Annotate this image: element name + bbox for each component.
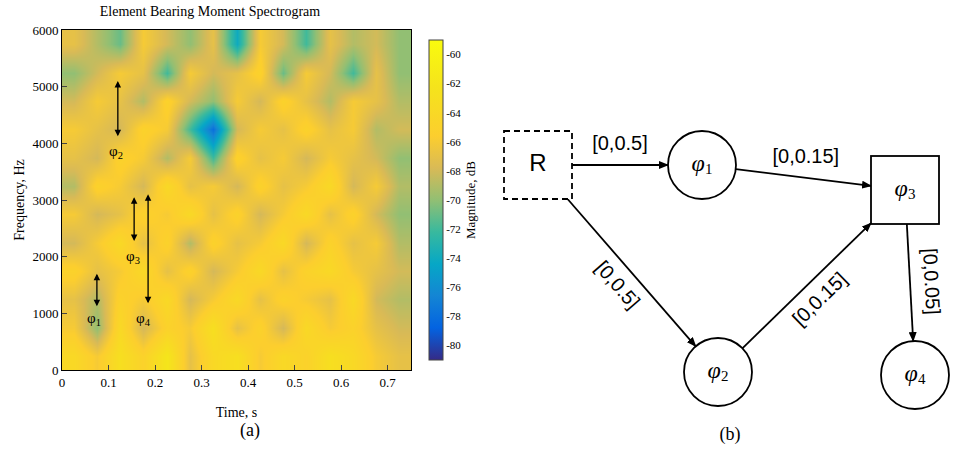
svg-text:2000: 2000 bbox=[32, 249, 58, 264]
svg-text:φ1: φ1 bbox=[692, 150, 713, 178]
svg-text:5000: 5000 bbox=[32, 79, 58, 94]
svg-text:0.2: 0.2 bbox=[147, 375, 163, 390]
svg-text:0: 0 bbox=[52, 363, 59, 378]
svg-text:Element Bearing Moment Spectro: Element Bearing Moment Spectrogram bbox=[100, 4, 321, 19]
svg-text:φ​3​: φ​3​ bbox=[126, 248, 140, 266]
svg-text:[0,0.15]: [0,0.15] bbox=[772, 145, 839, 167]
svg-text:[0,0.05]: [0,0.05] bbox=[919, 247, 945, 315]
svg-text:φ​1​: φ​1​ bbox=[87, 310, 101, 328]
svg-text:[0,0.5]: [0,0.5] bbox=[591, 256, 644, 312]
svg-text:φ​4​: φ​4​ bbox=[136, 310, 151, 328]
svg-text:-62: -62 bbox=[446, 77, 461, 89]
svg-text:φ3: φ3 bbox=[895, 175, 916, 203]
svg-text:-72: -72 bbox=[446, 223, 461, 235]
svg-text:0.4: 0.4 bbox=[240, 375, 257, 390]
svg-text:Magnitude, dB: Magnitude, dB bbox=[463, 161, 478, 239]
svg-text:φ2: φ2 bbox=[708, 357, 729, 385]
svg-text:Frequency, Hz: Frequency, Hz bbox=[12, 159, 27, 241]
svg-text:-76: -76 bbox=[446, 281, 461, 293]
svg-text:-80: -80 bbox=[446, 339, 461, 351]
svg-text:0.6: 0.6 bbox=[333, 375, 350, 390]
svg-text:φ4: φ4 bbox=[905, 360, 926, 388]
svg-text:-64: -64 bbox=[446, 107, 461, 119]
svg-text:4000: 4000 bbox=[32, 136, 58, 151]
svg-text:Time, s: Time, s bbox=[216, 405, 258, 420]
svg-text:-78: -78 bbox=[446, 310, 461, 322]
html-text:(a): (a) bbox=[240, 420, 260, 440]
svg-text:-60: -60 bbox=[446, 48, 461, 60]
svg-text:[0,0.15]: [0,0.15] bbox=[788, 268, 851, 330]
svg-text:φ​2​: φ​2​ bbox=[109, 143, 123, 161]
svg-text:1000: 1000 bbox=[32, 306, 58, 321]
svg-text:(b): (b) bbox=[720, 424, 741, 445]
svg-text:0.7: 0.7 bbox=[380, 375, 397, 390]
svg-text:0: 0 bbox=[59, 375, 66, 390]
svg-text:0.1: 0.1 bbox=[100, 375, 116, 390]
svg-text:6000: 6000 bbox=[32, 23, 58, 38]
svg-text:[0,0.5]: [0,0.5] bbox=[592, 132, 648, 154]
svg-text:-66: -66 bbox=[446, 136, 461, 148]
svg-text:-68: -68 bbox=[446, 165, 461, 177]
svg-text:0.5: 0.5 bbox=[287, 375, 303, 390]
svg-text:0.3: 0.3 bbox=[193, 375, 209, 390]
svg-text:-74: -74 bbox=[446, 252, 461, 264]
svg-text:-70: -70 bbox=[446, 194, 461, 206]
svg-text:3000: 3000 bbox=[32, 193, 58, 208]
svg-text:R: R bbox=[529, 149, 546, 176]
